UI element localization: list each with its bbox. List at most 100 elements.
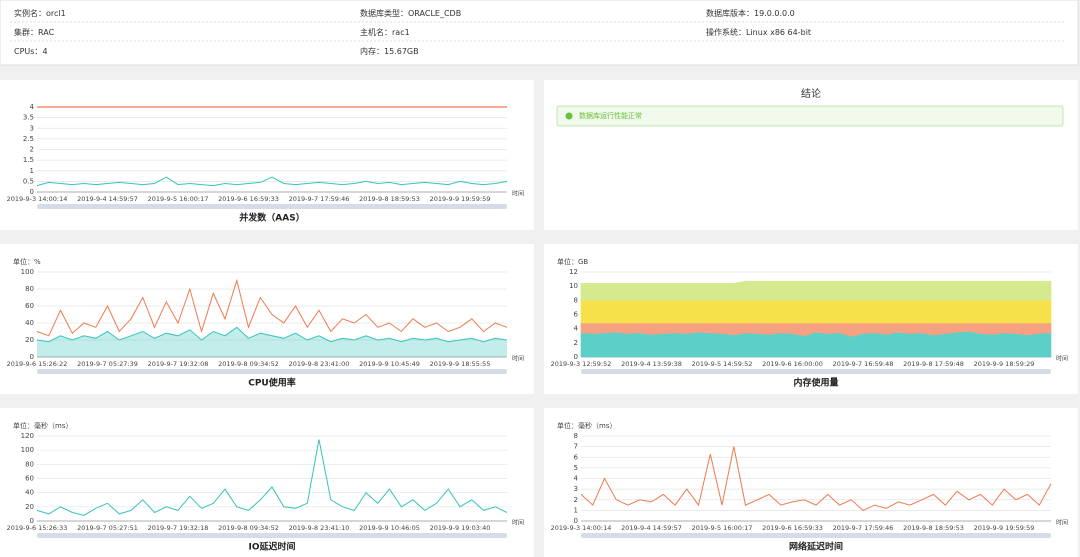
series-line — [36, 326, 508, 343]
x-tick-label: 2019-9-8 18:59:53 — [903, 524, 964, 532]
unit-label: 单位：毫秒（ms） — [557, 421, 616, 430]
x-tick-label: 2019-9-6 15:26:22 — [7, 360, 68, 368]
conclusion-message: 数据库运行性能正常 — [579, 111, 642, 120]
chart-title: 网络延迟时间 — [789, 541, 843, 553]
chart-title: 并发数（AAS） — [239, 212, 304, 224]
y-tick-label: 12 — [569, 268, 578, 276]
y-tick-label: 0 — [30, 517, 34, 525]
chart-title: 内存使用量 — [793, 377, 838, 389]
x-tick-label: 2019-9-8 09:34:52 — [218, 360, 279, 368]
info-value: 4 — [42, 47, 47, 56]
y-tick-label: 2.5 — [23, 135, 34, 143]
y-tick-label: 100 — [21, 446, 34, 454]
x-tick-label: 2019-9-8 18:59:53 — [359, 195, 420, 203]
y-tick-label: 6 — [574, 453, 579, 461]
scrollbar — [37, 369, 507, 374]
info-value: rac1 — [392, 28, 410, 37]
x-tick-label: 2019-9-7 16:59:48 — [833, 360, 894, 368]
unit-label: 单位：% — [13, 257, 41, 266]
info-item: 主机名：rac1 — [360, 27, 410, 37]
y-tick-label: 1 — [574, 506, 578, 514]
series-line — [36, 176, 508, 187]
info-item: 实例名：orcl1 — [14, 8, 66, 18]
y-tick-label: 5 — [574, 464, 578, 472]
y-tick-label: 0 — [30, 188, 34, 196]
ok-icon — [565, 112, 573, 120]
y-tick-label: 4 — [30, 103, 35, 111]
info-item: 数据库版本：19.0.0.0.0 — [706, 8, 795, 18]
x-tick-label: 2019-9-8 23:41:00 — [289, 360, 350, 368]
y-tick-label: 0 — [30, 353, 34, 361]
scrollbar — [581, 369, 1051, 374]
stacked-area — [580, 280, 1052, 301]
x-tick-label: 2019-9-3 14:00:14 — [7, 195, 68, 203]
x-tick-label: 2019-9-9 10:45:49 — [359, 360, 420, 368]
info-rows: 实例名：orcl1 数据库类型：ORACLE_CDB 数据库版本：19.0.0.0.… — [14, 8, 811, 56]
info-label: 内存： — [360, 46, 384, 56]
chart-title: IO延迟时间 — [249, 541, 296, 553]
x-tick-label: 2019-9-8 09:34:52 — [218, 524, 279, 532]
info-value: 15.67GB — [384, 47, 419, 56]
x-tick-label: 2019-9-4 14:59:57 — [77, 195, 138, 203]
info-label: 实例名： — [14, 8, 46, 18]
info-item: CPUs：4 — [14, 47, 48, 56]
y-tick-label: 80 — [25, 460, 34, 468]
x-axis-label: 时间 — [512, 190, 524, 198]
x-axis-label: 时间 — [1056, 519, 1068, 527]
scrollbar — [37, 533, 507, 538]
y-tick-label: 100 — [21, 268, 34, 276]
x-tick-label: 2019-9-7 19:32:18 — [148, 524, 209, 532]
scrollbar — [581, 533, 1051, 538]
x-tick-label: 2019-9-6 16:59:33 — [762, 524, 823, 532]
y-tick-label: 4 — [574, 325, 579, 333]
x-tick-label: 2019-9-4 14:59:57 — [621, 524, 682, 532]
info-value: ORACLE_CDB — [408, 9, 461, 18]
y-tick-label: 2 — [574, 339, 578, 347]
info-value: Linux x86 64-bit — [746, 28, 811, 37]
panel — [544, 80, 1078, 230]
y-tick-label: 60 — [25, 475, 34, 483]
conclusion-title: 结论 — [801, 87, 821, 100]
y-tick-label: 3.5 — [23, 114, 34, 122]
y-tick-label: 4 — [574, 475, 579, 483]
y-tick-label: 20 — [25, 503, 34, 511]
y-tick-label: 0.5 — [23, 177, 34, 185]
info-label: 主机名： — [360, 27, 392, 37]
y-tick-label: 6 — [574, 311, 579, 319]
info-value: 19.0.0.0.0 — [754, 9, 795, 18]
unit-label: 单位：GB — [557, 257, 588, 266]
x-tick-label: 2019-9-6 15:26:33 — [7, 524, 68, 532]
y-tick-label: 40 — [25, 489, 34, 497]
y-tick-label: 8 — [574, 296, 578, 304]
y-tick-label: 0 — [574, 517, 578, 525]
info-panel — [0, 0, 1079, 66]
x-tick-label: 2019-9-7 17:59:46 — [833, 524, 894, 532]
x-tick-label: 2019-9-6 16:00:00 — [762, 360, 823, 368]
x-tick-label: 2019-9-5 16:00:17 — [692, 524, 753, 532]
y-tick-label: 40 — [25, 319, 34, 327]
info-item: 操作系统：Linux x86 64-bit — [706, 27, 811, 37]
stacked-area — [580, 300, 1052, 324]
y-tick-label: 120 — [21, 432, 34, 440]
series-area — [37, 327, 507, 357]
panel — [0, 408, 534, 557]
y-tick-label: 60 — [25, 302, 34, 310]
y-tick-label: 1.5 — [23, 156, 34, 164]
scrollbar — [37, 204, 507, 209]
y-tick-label: 1 — [30, 167, 34, 175]
info-label: 数据库类型： — [360, 8, 408, 18]
y-tick-label: 2 — [574, 496, 578, 504]
info-label: 集群： — [14, 27, 38, 37]
x-tick-label: 2019-9-9 18:59:29 — [974, 360, 1035, 368]
y-tick-label: 3 — [574, 485, 578, 493]
info-item: 集群：RAC — [14, 27, 55, 37]
series-line — [36, 439, 508, 516]
x-tick-label: 2019-9-3 14:00:14 — [551, 524, 612, 532]
panel — [544, 408, 1078, 557]
info-label: CPUs： — [14, 47, 42, 56]
info-value: orcl1 — [46, 9, 66, 18]
y-tick-label: 3 — [30, 124, 34, 132]
y-tick-label: 0 — [574, 353, 578, 361]
x-axis-label: 时间 — [512, 355, 524, 363]
